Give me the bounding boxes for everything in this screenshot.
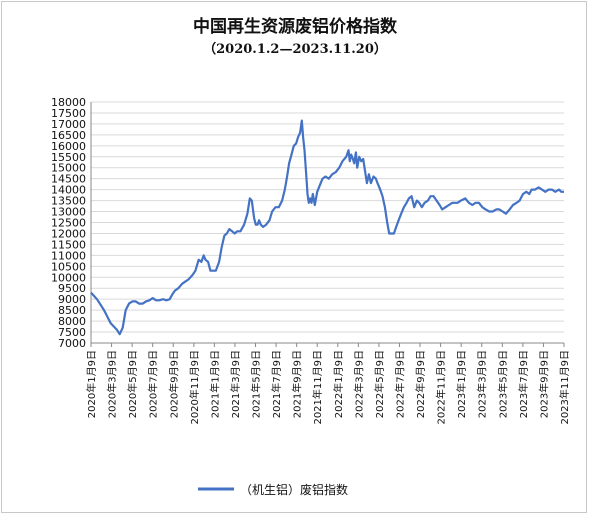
- y-tick-label: 7000: [58, 337, 86, 350]
- x-tick-label: 2021年7月9日: [270, 350, 283, 418]
- y-tick-label: 8500: [58, 304, 86, 317]
- x-tick-label: 2023年11月9日: [558, 350, 571, 425]
- y-tick-label: 9500: [58, 282, 86, 295]
- x-tick-label: 2022年1月9日: [332, 350, 345, 418]
- series-line: [90, 119, 564, 336]
- y-tick-label: 17500: [51, 107, 86, 120]
- x-tick-label: 2020年11月9日: [188, 350, 201, 425]
- x-tick-label: 2022年3月9日: [352, 350, 365, 418]
- x-tick-label: 2022年5月9日: [373, 350, 386, 418]
- axes: [90, 102, 565, 347]
- chart-subtitle: （2020.1.2—2023.11.20）: [203, 41, 387, 57]
- y-tick-label: 16500: [51, 129, 86, 142]
- y-tick-label: 17000: [51, 118, 86, 131]
- x-tick-label: 2023年5月9日: [496, 350, 509, 418]
- y-tick-label: 8000: [58, 315, 86, 328]
- y-tick-label: 12000: [51, 227, 86, 240]
- x-tick-label: 2023年1月9日: [455, 350, 468, 418]
- y-tick-label: 16000: [51, 140, 86, 153]
- legend: （机生铝）废铝指数: [198, 482, 348, 497]
- y-tick-label: 9000: [58, 293, 86, 306]
- x-tick-label: 2021年1月9日: [208, 350, 221, 418]
- x-tick-label: 2021年5月9日: [250, 350, 263, 418]
- x-tick-label: 2020年3月9日: [106, 350, 119, 418]
- y-tick-label: 13500: [51, 195, 86, 208]
- y-tick-label: 12500: [51, 217, 86, 230]
- x-tick-label: 2023年7月9日: [517, 350, 530, 418]
- y-axis-tick-labels: 7000750080008500900095001000010500110001…: [51, 96, 86, 350]
- x-tick-label: 2020年5月9日: [126, 350, 139, 418]
- y-tick-label: 18000: [51, 96, 86, 109]
- y-tick-label: 11000: [51, 249, 86, 262]
- x-tick-label: 2021年9月9日: [291, 350, 304, 418]
- x-tick-label: 2020年1月9日: [85, 350, 98, 418]
- x-tick-label: 2021年11月9日: [311, 350, 324, 425]
- x-tick-label: 2020年7月9日: [147, 350, 160, 418]
- x-tick-label: 2023年3月9日: [476, 350, 489, 418]
- y-tick-label: 11500: [51, 238, 86, 251]
- y-tick-label: 10000: [51, 271, 86, 284]
- gridlines: [91, 101, 564, 344]
- chart-title: 中国再生资源废铝价格指数: [193, 16, 398, 37]
- x-tick-label: 2022年9月9日: [414, 350, 427, 418]
- x-tick-label: 2022年11月9日: [435, 350, 448, 425]
- y-tick-label: 10500: [51, 260, 86, 273]
- y-tick-label: 7500: [58, 326, 86, 339]
- y-tick-label: 15000: [51, 162, 86, 175]
- x-axis-tick-labels: 2020年1月9日 2020年3月9日 2020年5月9日 2020年7月9日 2020…: [85, 350, 571, 425]
- x-tick-label: 2022年7月9日: [393, 350, 406, 418]
- y-tick-label: 15500: [51, 151, 86, 164]
- x-tick-label: 2020年9月9日: [167, 350, 180, 418]
- y-tick-label: 14000: [51, 184, 86, 197]
- legend-label: （机生铝）废铝指数: [240, 482, 348, 497]
- y-tick-label: 13000: [51, 206, 86, 219]
- y-tick-label: 14500: [51, 173, 86, 186]
- x-tick-label: 2021年3月9日: [229, 350, 242, 418]
- series-layer: [90, 119, 564, 336]
- x-tick-label: 2023年9月9日: [537, 350, 550, 418]
